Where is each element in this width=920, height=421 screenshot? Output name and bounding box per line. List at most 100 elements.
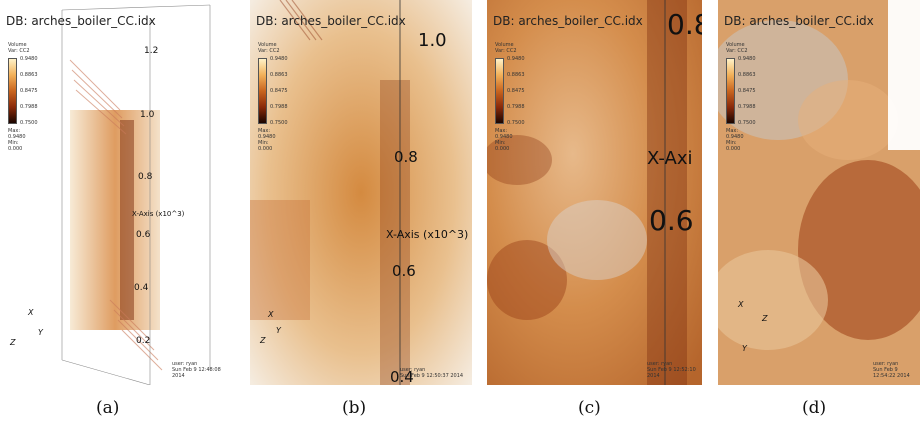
db-title-c: DB: arches_boiler_CC.idx	[493, 14, 643, 28]
legend-var: Var: CC2	[8, 48, 30, 54]
legend-minmax: Max: 0.9480 Min: 0.000	[726, 128, 748, 152]
timestamp-d: user: ryan Sun Feb 9 12:54:22 2014	[873, 361, 920, 379]
legend-tick: 0.7988	[270, 104, 288, 110]
legend-tick: 0.8863	[738, 72, 756, 78]
volume-render-b	[250, 0, 472, 385]
render-panel-b: DB: arches_boiler_CC.idx Volume Var: CC2…	[250, 0, 472, 385]
legend-min: Min: 0.000	[258, 140, 273, 152]
stamp-date: Sun Feb 9 12:54:22 2014	[873, 367, 910, 379]
stamp-user: user: ryan	[400, 367, 426, 373]
legend-tick: 0.8475	[20, 88, 38, 94]
legend-min: Min: 0.000	[726, 140, 741, 152]
legend-a: Volume Var: CC2 0.9480 0.8863 0.8475 0.7…	[8, 42, 38, 152]
db-title-b: DB: arches_boiler_CC.idx	[256, 14, 406, 28]
caption-b: (b)	[342, 398, 367, 418]
triad-y: Y	[742, 344, 747, 353]
legend-name: Volume	[726, 42, 745, 48]
render-panel-c: DB: arches_boiler_CC.idx Volume Var: CC2…	[487, 0, 702, 385]
colorbar	[726, 58, 735, 124]
colorbar	[495, 58, 504, 124]
legend-min: Min: 0.000	[8, 140, 23, 152]
stamp-date: Sun Feb 9 12:48:08 2014	[172, 367, 221, 379]
legend-b: Volume Var: CC2 0.9480 0.8863 0.8475 0.7…	[258, 42, 288, 152]
legend-max: Max: 0.9480	[8, 128, 26, 140]
tick-label: 0.4	[390, 368, 414, 385]
stamp-date: Sun Feb 9 12:52:10 2014	[647, 367, 696, 379]
legend-tick: 0.9480	[507, 56, 525, 62]
render-panel-a: DB: arches_boiler_CC.idx Volume Var: CC2…	[0, 0, 232, 385]
tick-label: 0.2	[136, 336, 151, 346]
legend-max: Max: 0.9480	[258, 128, 276, 140]
legend-tick: 0.8475	[270, 88, 288, 94]
legend-name: Volume	[8, 42, 27, 48]
legend-tick: 0.9480	[738, 56, 756, 62]
volume-render-d	[718, 0, 920, 385]
colorbar	[8, 58, 17, 124]
legend-tick: 0.8863	[20, 72, 38, 78]
axis-label-b: X-Axis (x10^3)	[386, 228, 469, 241]
legend-ticks: 0.9480 0.8863 0.8475 0.7988 0.7500	[20, 56, 38, 136]
db-title-d: DB: arches_boiler_CC.idx	[724, 14, 874, 28]
legend-ticks: 0.9480 0.8863 0.8475 0.7988 0.7500	[270, 56, 288, 136]
triad-x: X	[28, 308, 34, 317]
timestamp-b: user: ryan Sun Feb 9 12:50:37 2014	[400, 367, 463, 379]
legend-name: Volume	[495, 42, 514, 48]
legend-tick: 0.7500	[507, 120, 525, 126]
caption-d: (d)	[802, 398, 827, 418]
triad-x: X	[738, 300, 744, 309]
tick-label: 0.8	[138, 172, 153, 182]
tick-label: 0.6	[136, 230, 151, 240]
legend-tick: 0.7988	[20, 104, 38, 110]
triad-z: Z	[260, 336, 266, 345]
legend-d: Volume Var: CC2 0.9480 0.8863 0.8475 0.7…	[726, 42, 756, 152]
volume-render-c	[487, 0, 702, 385]
tick-label: 0.6	[392, 262, 416, 280]
volume-render-a	[61, 4, 211, 385]
legend-tick: 0.8863	[270, 72, 288, 78]
tick-label: 1.2	[144, 46, 159, 56]
legend-var: Var: CC2	[495, 48, 517, 54]
legend-tick: 0.9480	[270, 56, 288, 62]
legend-tick: 0.8475	[738, 88, 756, 94]
legend-ticks: 0.9480 0.8863 0.8475 0.7988 0.7500	[738, 56, 756, 136]
stamp-user: user: ryan	[172, 361, 198, 367]
legend-ticks: 0.9480 0.8863 0.8475 0.7988 0.7500	[507, 56, 525, 136]
legend-tick: 0.7500	[270, 120, 288, 126]
legend-minmax: Max: 0.9480 Min: 0.000	[495, 128, 517, 152]
legend-tick: 0.7988	[738, 104, 756, 110]
colorbar	[258, 58, 267, 124]
triad-x: X	[268, 310, 274, 319]
tick-label: 0.8	[394, 148, 418, 166]
tick-label: 1.0	[418, 30, 447, 51]
legend-max: Max: 0.9480	[726, 128, 744, 140]
legend-minmax: Max: 0.9480 Min: 0.000	[258, 128, 280, 152]
legend-var: Var: CC2	[258, 48, 280, 54]
axis-label-c: X-Axi	[647, 148, 693, 169]
tick-label: 1.0	[140, 110, 155, 120]
legend-tick: 0.9480	[20, 56, 38, 62]
axis-label-a: X-Axis (x10^3)	[132, 210, 185, 218]
legend-var: Var: CC2	[726, 48, 748, 54]
legend-minmax: Max: 0.9480 Min: 0.000	[8, 128, 30, 152]
legend-tick: 0.7500	[20, 120, 38, 126]
legend-min: Min: 0.000	[495, 140, 510, 152]
stamp-user: user: ryan	[647, 361, 673, 367]
triad-y: Y	[276, 326, 281, 335]
triad-z: Z	[10, 338, 16, 347]
db-title-a: DB: arches_boiler_CC.idx	[6, 14, 156, 28]
legend-tick: 0.8475	[507, 88, 525, 94]
stamp-user: user: ryan	[873, 361, 899, 367]
render-panel-d: DB: arches_boiler_CC.idx Volume Var: CC2…	[718, 0, 920, 385]
caption-a: (a)	[96, 398, 120, 418]
timestamp-c: user: ryan Sun Feb 9 12:52:10 2014	[647, 361, 702, 379]
tick-label: 0.6	[649, 204, 694, 237]
legend-name: Volume	[258, 42, 277, 48]
stamp-date: Sun Feb 9 12:50:37 2014	[400, 373, 464, 379]
legend-tick: 0.7500	[738, 120, 756, 126]
tick-label: 0.4	[134, 283, 149, 293]
legend-tick: 0.7988	[507, 104, 525, 110]
timestamp-a: user: ryan Sun Feb 9 12:48:08 2014	[172, 361, 232, 379]
triad-y: Y	[38, 328, 43, 337]
legend-max: Max: 0.9480	[495, 128, 513, 140]
caption-c: (c)	[578, 398, 601, 418]
